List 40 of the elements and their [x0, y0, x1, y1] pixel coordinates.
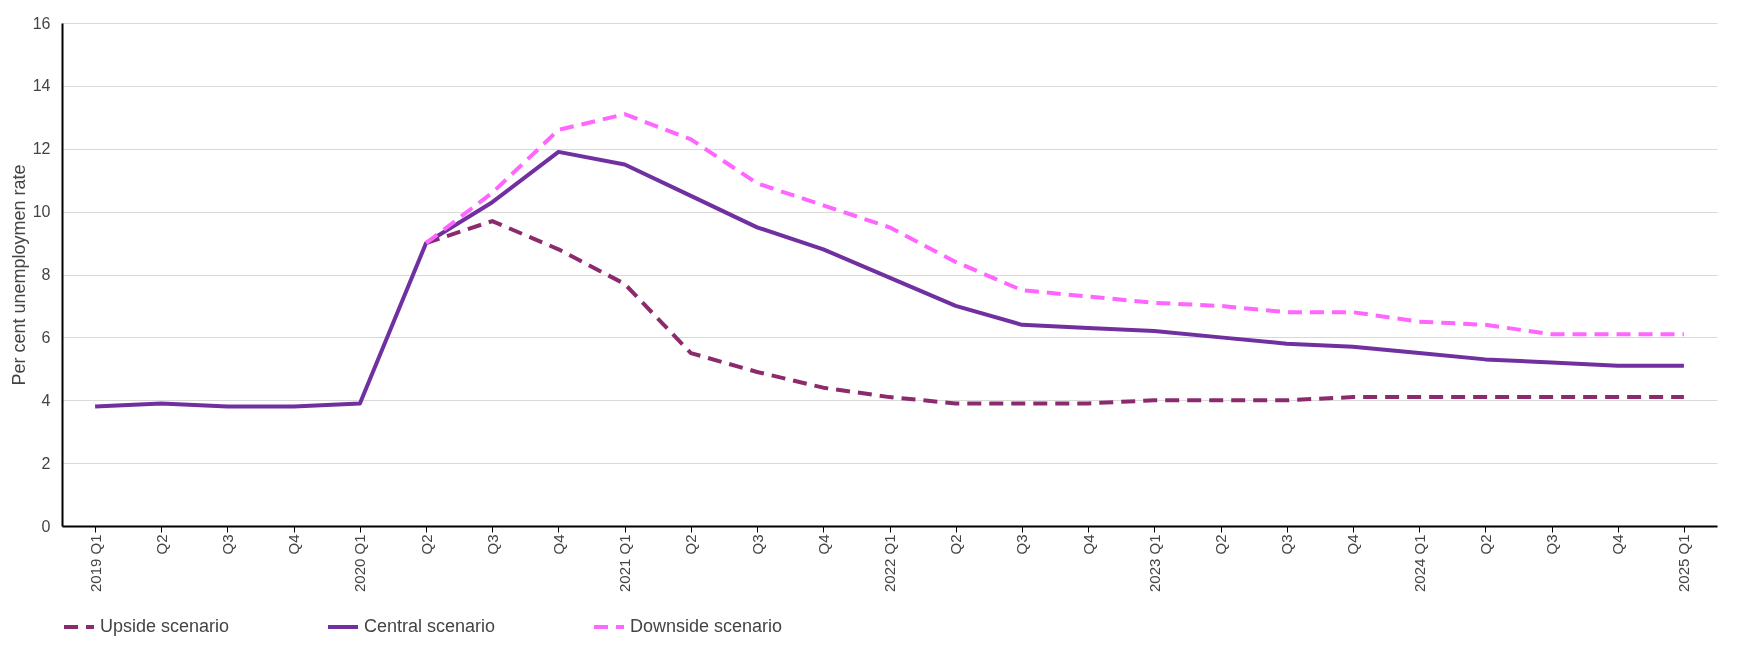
y-tick-label: 16 [32, 14, 51, 32]
line-series [93, 149, 1686, 409]
x-tick-label: 2023 Q1 [1145, 534, 1163, 593]
y-tick-label: 2 [41, 454, 51, 472]
x-tick-label: Q2 [1212, 534, 1229, 555]
y-tick-label: 6 [41, 328, 51, 346]
x-tick-label: Q4 [1079, 534, 1097, 555]
x-tick-label: Q4 [1609, 534, 1627, 555]
x-tick-label: Q4 [550, 534, 567, 555]
x-tick-label: 2021 Q1 [616, 534, 634, 593]
y-axis-title: Per cent unemploymen rate [8, 164, 29, 386]
y-tick-label: 10 [32, 203, 51, 221]
x-tick-label: Q4 [285, 534, 303, 555]
x-tick-label: 2020 Q1 [351, 534, 369, 593]
legend-label: Upside scenario [100, 616, 230, 636]
x-tick-label: Q3 [1278, 534, 1296, 555]
y-tick-label: 8 [41, 266, 51, 283]
x-tick-label: 2025 Q1 [1675, 534, 1693, 593]
x-tick-label: Q4 [814, 534, 832, 555]
x-tick-label: Q3 [1543, 534, 1560, 555]
x-tick-label: Q2 [1476, 534, 1494, 555]
y-tick-label: 12 [32, 140, 51, 158]
x-tick-label: 2019 Q1 [86, 534, 104, 593]
x-tick-label: Q2 [417, 534, 435, 555]
x-tick-label: Q2 [152, 534, 170, 555]
x-tick-label: Q3 [1013, 534, 1031, 555]
x-tick-label: 2024 Q1 [1410, 534, 1428, 593]
x-tick-label: Q3 [483, 534, 501, 555]
x-tick-label: Q2 [947, 534, 965, 555]
line-series [424, 112, 1686, 337]
x-tick-label: Q3 [219, 534, 236, 555]
x-tick-label: Q3 [748, 534, 766, 555]
legend-label: Central scenario [364, 616, 496, 636]
x-tick-label: 2022 Q1 [881, 534, 898, 593]
y-tick-label: 0 [41, 517, 51, 535]
y-tick-label: 14 [32, 77, 51, 95]
y-tick-label: 4 [41, 391, 51, 409]
x-tick-label: Q2 [682, 534, 700, 555]
x-tick-label: Q4 [1344, 534, 1362, 555]
legend-label: Downside scenario [630, 616, 783, 636]
